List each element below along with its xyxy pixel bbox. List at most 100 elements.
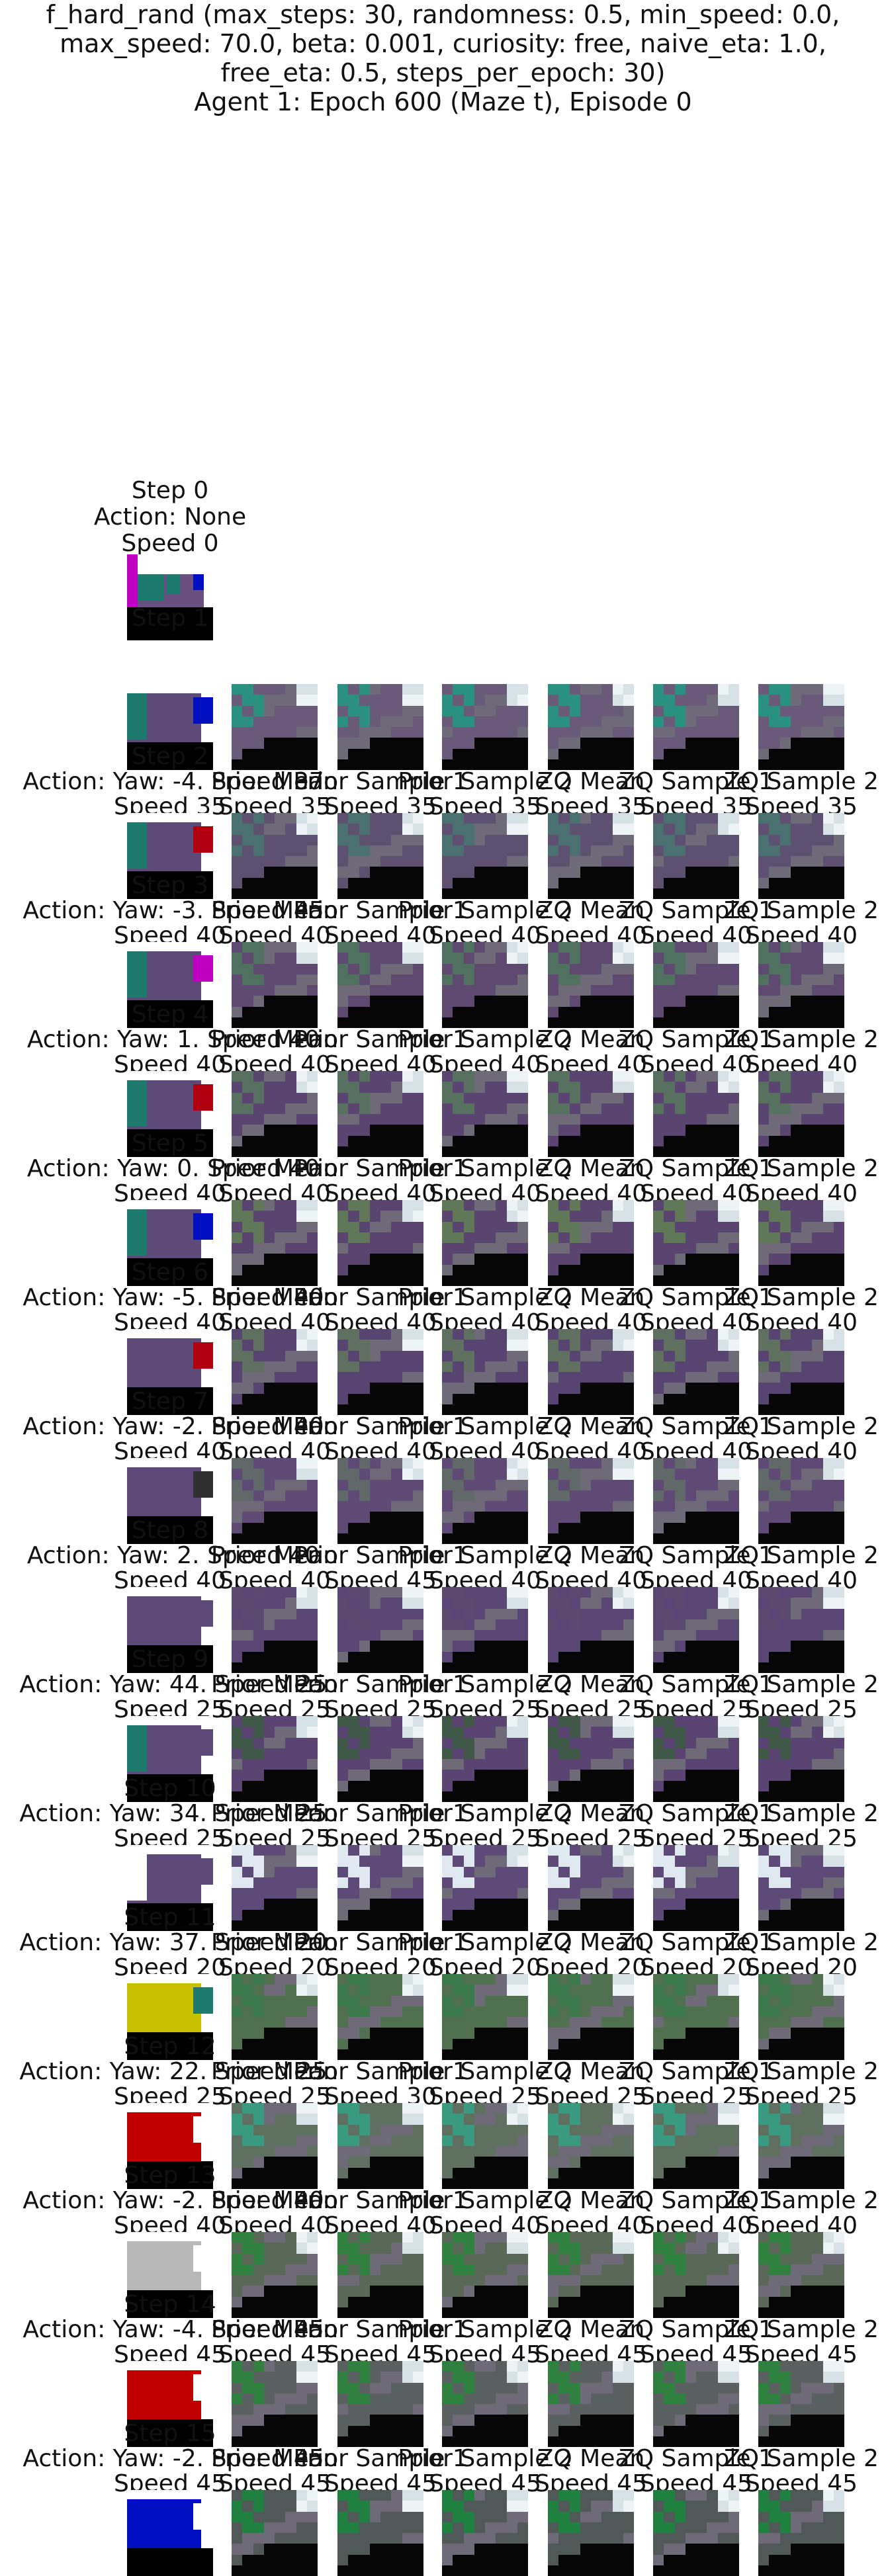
column-title: ZQ Mean: [492, 769, 690, 795]
column-title: ZQ Sample 2: [702, 2059, 886, 2085]
column-title: Prior Mean: [175, 1801, 374, 1827]
prediction-image: [337, 1587, 423, 1673]
column-title: ZQ Sample 2: [702, 1672, 886, 1698]
observation-image: [127, 2490, 213, 2576]
prediction-image: [337, 1845, 423, 1931]
column-title: ZQ Mean: [492, 1027, 690, 1053]
prediction-image: [337, 2361, 423, 2447]
column-title: ZQ Sample 1: [597, 1156, 795, 1182]
prediction-image: [442, 1845, 528, 1931]
step0-observation-image: [127, 554, 213, 640]
prediction-image: [337, 813, 423, 899]
column-title: Prior Sample 1: [281, 2059, 480, 2085]
prediction-image: [548, 2103, 634, 2189]
observation-image: [127, 1716, 213, 1802]
prediction-image: [442, 1458, 528, 1544]
action-label: Action: Yaw: 22. Speed 25: [1, 2059, 345, 2085]
column-title: Prior Sample 2: [386, 2188, 584, 2214]
column-title: ZQ Sample 1: [597, 898, 795, 924]
column-title: Prior Mean: [175, 1156, 374, 1182]
prediction-image: [653, 1974, 739, 2060]
prediction-image: [758, 1329, 844, 1415]
prediction-image: [337, 1458, 423, 1544]
column-title: Prior Mean: [175, 1414, 374, 1440]
prediction-image: [548, 2361, 634, 2447]
column-title: ZQ Mean: [492, 2059, 690, 2085]
prediction-image: [337, 1329, 423, 1415]
prediction-image: [442, 2490, 528, 2576]
column-title: Prior Mean: [175, 1672, 374, 1698]
observation-image: [127, 1071, 213, 1157]
prediction-image: [442, 1329, 528, 1415]
prediction-image: [548, 684, 634, 770]
observation-image: [127, 684, 213, 770]
column-title: ZQ Mean: [492, 1543, 690, 1569]
column-title: Prior Mean: [175, 1930, 374, 1956]
action-label: Action: Yaw: 37. Speed 20: [1, 1930, 345, 1956]
prediction-image: [758, 2490, 844, 2576]
step0-action-label: Action: None: [71, 504, 269, 531]
column-title: ZQ Mean: [492, 2188, 690, 2214]
column-title: Prior Sample 1: [281, 769, 480, 795]
column-title: Prior Sample 1: [281, 1672, 480, 1698]
column-title: Prior Mean: [175, 1543, 374, 1569]
prediction-image: [442, 942, 528, 1028]
prediction-image: [653, 1587, 739, 1673]
action-label: Action: Yaw: 44. Speed 25: [1, 1672, 345, 1698]
figure-title: f_hard_rand (max_steps: 30, randomness: …: [0, 0, 886, 116]
prediction-image: [548, 1845, 634, 1931]
prediction-image: [653, 1716, 739, 1802]
step0-step-label: Step 0: [71, 478, 269, 504]
column-title: Prior Sample 1: [281, 1156, 480, 1182]
column-title: ZQ Mean: [492, 1285, 690, 1311]
observation-image: [127, 1587, 213, 1673]
observation-image: [127, 942, 213, 1028]
prediction-image: [758, 1974, 844, 2060]
column-title: Prior Sample 2: [386, 1414, 584, 1440]
prediction-image: [653, 2232, 739, 2318]
step-label: Step 7: [71, 1389, 269, 1415]
prediction-image: [548, 1458, 634, 1544]
column-title: ZQ Sample 1: [597, 1801, 795, 1827]
column-title: Prior Mean: [175, 769, 374, 795]
column-title: Prior Sample 2: [386, 769, 584, 795]
column-title: Prior Sample 2: [386, 1672, 584, 1698]
column-title: ZQ Sample 2: [702, 1027, 886, 1053]
action-label: Action: Yaw: -2. Speed 40: [1, 1414, 345, 1440]
prediction-image: [653, 2490, 739, 2576]
prediction-image: [232, 1587, 318, 1673]
column-title: ZQ Mean: [492, 1414, 690, 1440]
column-title: Prior Sample 1: [281, 1414, 480, 1440]
prediction-image: [758, 813, 844, 899]
prediction-image: [758, 1458, 844, 1544]
prediction-image: [337, 684, 423, 770]
prediction-image: [653, 1458, 739, 1544]
column-title: ZQ Mean: [492, 2317, 690, 2343]
step-label: Step 14: [71, 2292, 269, 2318]
column-title: ZQ Sample 2: [702, 1285, 886, 1311]
prediction-image: [653, 684, 739, 770]
prediction-image: [653, 2103, 739, 2189]
action-label: Action: Yaw: -4. Speed 37: [1, 769, 345, 795]
column-title: Prior Sample 1: [281, 898, 480, 924]
column-title: Prior Sample 2: [386, 1156, 584, 1182]
column-title: Prior Sample 2: [386, 1930, 584, 1956]
rollout-grid: Step 0 Action: None Speed 0 Step 2 Action…: [1, 478, 886, 2576]
step-label: Step 11: [71, 1905, 269, 1931]
column-title: Prior Sample 2: [386, 1543, 584, 1569]
prediction-image: [548, 1071, 634, 1157]
prediction-image: [232, 942, 318, 1028]
step0-caption: Step 0 Action: None Speed 0: [71, 478, 269, 557]
column-title: ZQ Mean: [492, 898, 690, 924]
prediction-image: [442, 2361, 528, 2447]
prediction-image: [337, 1716, 423, 1802]
prediction-image: [548, 1716, 634, 1802]
prediction-image: [653, 942, 739, 1028]
title-line: max_speed: 70.0, beta: 0.001, curiosity:…: [0, 29, 886, 58]
action-label: Action: Yaw: 2. Speed 40: [1, 1543, 345, 1569]
column-title: ZQ Sample 1: [597, 1027, 795, 1053]
observation-image: [127, 2103, 213, 2189]
column-title: ZQ Sample 2: [702, 1414, 886, 1440]
step-label: Step 4: [71, 1002, 269, 1028]
column-title: Prior Sample 2: [386, 2317, 584, 2343]
